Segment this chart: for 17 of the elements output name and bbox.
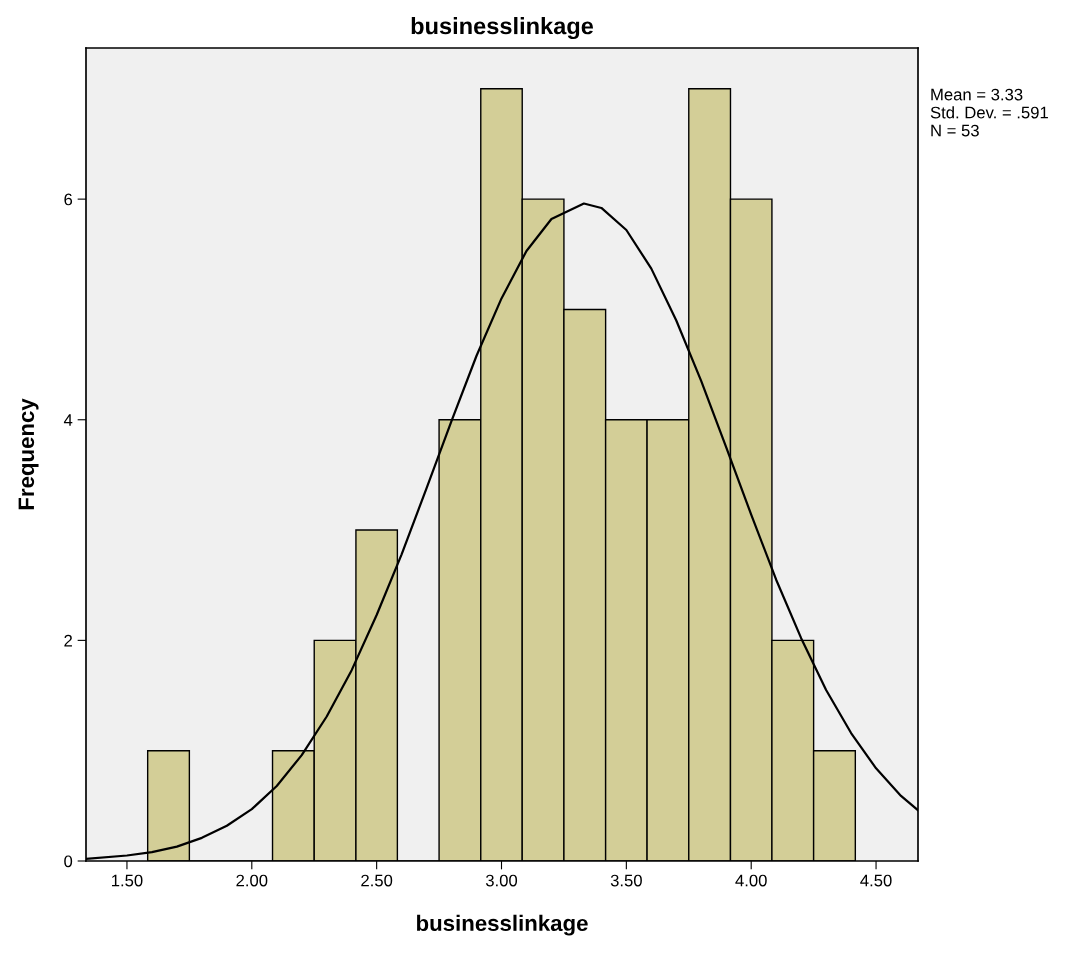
x-axis-title: businesslinkage	[417, 914, 588, 936]
text: N = 53	[931, 124, 979, 137]
x-tick-label: 3.50	[610, 874, 642, 887]
chart-title: businesslinkage	[411, 17, 594, 40]
x-tick-label: 4.50	[860, 874, 892, 887]
x-tick-label: 3.00	[485, 874, 518, 887]
x-tick-label: 2.50	[361, 874, 393, 887]
x-tick-label: 4.00	[735, 874, 767, 887]
x-tick-label: 2.00	[236, 874, 268, 887]
x-tick-label: 1.50	[112, 874, 143, 887]
y-tick-label: 6	[64, 193, 73, 206]
text: Std. Dev. = .591	[930, 106, 1048, 119]
y-tick-label: 2	[64, 634, 72, 647]
y-axis-title: Frequency	[18, 398, 39, 510]
y-tick-label: 0	[64, 855, 73, 868]
text: Mean = 3.33	[931, 88, 1023, 101]
y-tick-label: 4	[63, 414, 73, 426]
